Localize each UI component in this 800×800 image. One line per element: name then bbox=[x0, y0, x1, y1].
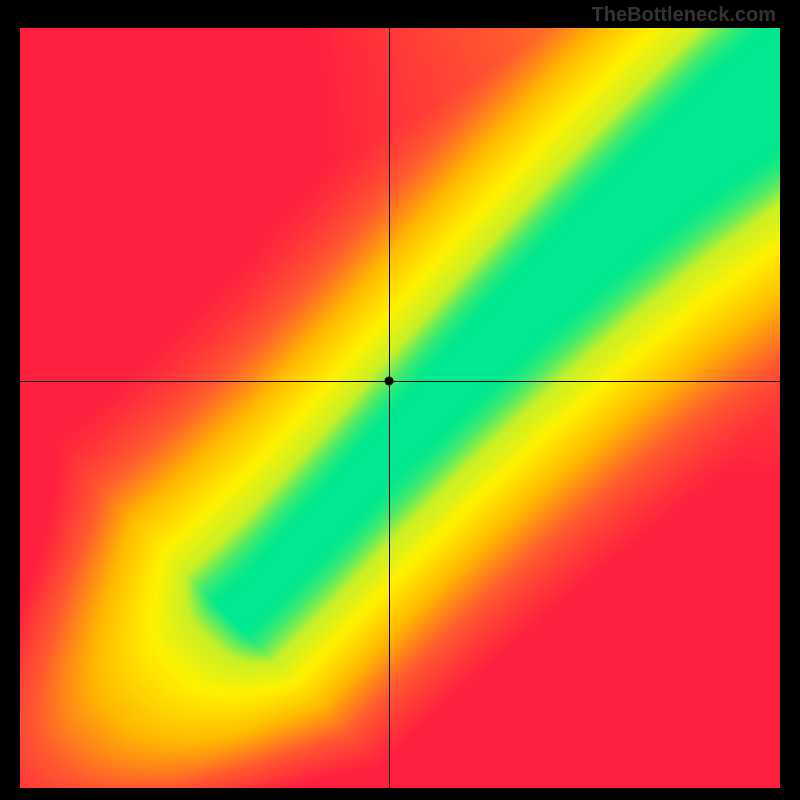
watermark-text: TheBottleneck.com bbox=[592, 4, 776, 27]
crosshair-marker bbox=[384, 377, 393, 386]
chart-container: TheBottleneck.com bbox=[0, 0, 800, 800]
heatmap-plot bbox=[20, 28, 780, 788]
heatmap-canvas bbox=[20, 28, 780, 788]
crosshair-vertical bbox=[389, 28, 390, 788]
crosshair-horizontal bbox=[20, 381, 780, 382]
